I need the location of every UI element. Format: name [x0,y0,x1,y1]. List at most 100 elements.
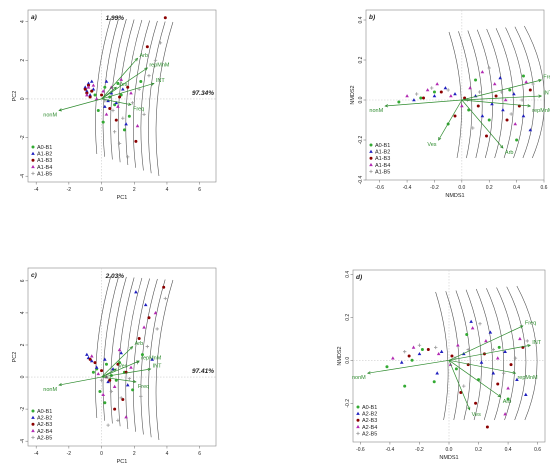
legend-label: A1-B5 [37,171,52,177]
contour-line [95,275,112,419]
x-axis-label: PC1 [117,195,128,201]
data-point [497,345,501,349]
vector-label: INT [156,78,166,84]
data-point [513,122,518,126]
vector-label: INT [543,91,550,97]
y-tick-label: -2 [20,407,26,412]
data-point [117,141,122,146]
vector-arrowhead [136,360,140,364]
contour-line [102,276,119,421]
y-tick-label: 2 [20,343,26,346]
data-point [432,94,437,98]
x-tick-label: 0.0 [446,447,453,453]
data-point [436,351,441,356]
contour-line [465,289,482,421]
vector-arrow [101,368,117,378]
vector-label: Ves [118,82,127,88]
legend-label: A2-B2 [37,416,52,422]
data-point [456,343,460,347]
legend-label: A2-B3 [362,418,377,424]
vector-label: nonM [43,387,57,393]
contour-line [506,286,527,421]
data-point [162,285,166,289]
data-point [135,124,140,128]
legend-marker [356,418,360,422]
contour-line [133,20,150,168]
panel-label: c) [31,272,37,279]
data-point [109,85,114,89]
y-tick-label: -4 [20,439,26,444]
x-axis-label: PC1 [117,459,128,465]
legend-marker [31,151,35,155]
vector-arrow [448,325,523,361]
data-point [126,155,130,159]
legend-label: A2-B4 [37,429,52,435]
data-point [147,74,151,78]
data-point [131,388,135,392]
data-point [85,352,89,356]
contour-line [458,31,473,159]
contour-line [476,29,493,159]
legend-marker [31,158,35,162]
contour-line [467,30,483,159]
data-point [524,80,528,84]
data-point [399,360,404,364]
vector-arrowhead [384,104,389,108]
data-point [499,90,504,94]
y-tick-label: 0.4 [345,271,351,278]
contour-line [486,288,504,421]
data-point [465,333,469,336]
vector-label: repMnM [517,375,538,381]
data-point [512,92,516,96]
data-point [114,118,118,122]
data-point [468,86,472,90]
data-point [96,371,101,376]
vector-label: Arb [503,399,512,405]
vector-arrowhead [113,368,117,372]
data-point [137,337,141,341]
x-tick-label: 0.6 [541,185,548,191]
legend-marker [31,409,35,413]
legend-marker [31,171,35,176]
data-point [139,80,143,84]
contour-line [524,25,545,159]
data-point [109,389,114,394]
vector-arrow [101,346,133,378]
vector-arrow [101,87,117,100]
vector-arrowhead [527,344,532,348]
vector-arrow [461,99,504,149]
panel-a-pca-plot: -4 -2 0 2 4 6 -4 -2 0 2 4 PC1 PC2 a) 1.99% 97.34% repMnM… [12,9,217,201]
x-tick-label: -0.4 [386,447,395,453]
vector-label: Arb [135,341,144,347]
contour-line [516,285,538,421]
contour-line [110,276,127,424]
data-point [525,339,529,343]
data-point [91,370,95,374]
data-point [405,94,409,98]
variance-label-pc1: 97.41% [192,368,214,375]
panel-b-nmds-plot: -0.6 -0.4 -0.2 0.0 0.2 0.4 0.6 -0.4 -0.2 0.0 0.2 0.… [350,9,550,199]
x-tick-label: 0.2 [475,447,482,453]
data-point [90,89,94,93]
data-point [96,108,100,112]
x-tick-label: -4 [34,451,39,457]
vector-arrow [101,360,140,378]
vector-arrow [438,99,463,141]
vector-arrow [461,99,531,107]
panel-label: d) [356,274,362,281]
legend-marker [369,169,373,174]
legend-label: A2-B5 [362,431,377,437]
data-point [104,79,109,83]
data-point [150,357,155,361]
data-point [89,79,94,83]
data-point [119,77,123,81]
vector-arrowhead [58,382,63,387]
data-point [476,104,480,108]
data-point [485,425,489,429]
vector-label: nonM [43,112,57,118]
y-tick-label: 6 [20,279,26,282]
contour-line [110,18,127,160]
data-point [420,348,424,352]
data-point [432,380,436,384]
vector-arrowhead [134,57,139,62]
